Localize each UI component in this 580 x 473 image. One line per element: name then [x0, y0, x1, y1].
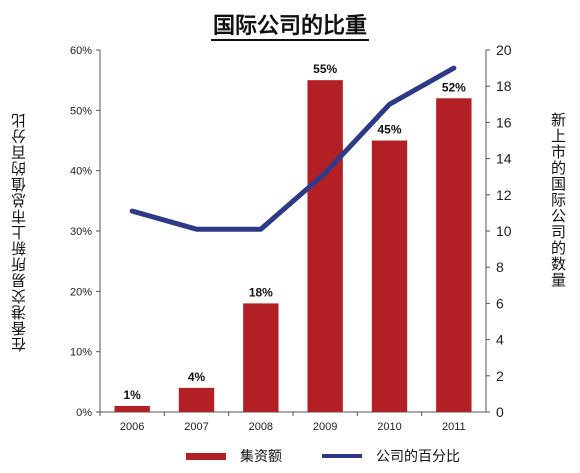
- bar-2009: [307, 80, 343, 413]
- x-tick-label: 2010: [377, 421, 401, 433]
- legend-swatch-bar: [186, 452, 226, 460]
- bar-2010: [371, 140, 408, 412]
- x-tick-label: 2011: [442, 421, 466, 433]
- legend: 集资额 公司的百分比: [0, 446, 580, 466]
- line-series-path: [129, 65, 457, 232]
- left-tick-label: 30%: [70, 226, 92, 238]
- bar-value-label: 52%: [442, 80, 466, 94]
- line-point-2006: [130, 209, 135, 214]
- right-tick-label: 10: [496, 223, 512, 239]
- bar-value-label: 4%: [188, 370, 206, 384]
- line-point-2010: [387, 102, 392, 107]
- bar-value-label: 1%: [123, 388, 141, 402]
- line-point-2009: [323, 171, 328, 176]
- chart-title-text: 国际公司的比重: [210, 13, 369, 41]
- right-tick-label: 18: [496, 78, 512, 94]
- left-tick-label: 40%: [70, 166, 92, 178]
- right-tick-label: 6: [496, 295, 504, 311]
- right-tick-label: 12: [496, 187, 512, 203]
- chart-title: 国际公司的比重: [0, 8, 580, 41]
- x-tick-label: 2008: [249, 421, 273, 433]
- left-tick-label: 50%: [70, 105, 92, 117]
- right-tick-label: 20: [496, 42, 512, 58]
- bar-value-label: 55%: [313, 62, 337, 76]
- right-axis-label: 新上市的国际公司的数量: [549, 112, 567, 288]
- bar-2011: [436, 98, 472, 413]
- left-tick-label: 0%: [76, 407, 92, 419]
- legend-label-line: 公司的百分比: [376, 449, 460, 465]
- legend-label-bar: 集资额: [240, 449, 282, 465]
- right-tick-label: 4: [496, 332, 504, 348]
- right-tick-label: 14: [496, 151, 512, 167]
- bar-value-label: 18%: [249, 285, 273, 299]
- left-tick-label: 20%: [70, 286, 92, 298]
- line-point-2008: [258, 227, 263, 232]
- left-tick-label: 60%: [70, 45, 92, 57]
- line-point-2007: [194, 227, 199, 232]
- bar-2008: [243, 303, 279, 412]
- bar-2007: [178, 387, 215, 412]
- right-tick-label: 2: [496, 368, 504, 384]
- bar-2006: [114, 405, 150, 412]
- line-point-2011: [451, 66, 456, 71]
- right-tick-label: 0: [496, 404, 504, 420]
- x-tick-label: 2007: [184, 421, 208, 433]
- x-tick-label: 2006: [120, 421, 144, 433]
- bar-value-label: 45%: [377, 123, 401, 137]
- legend-item-line: 公司的百分比: [322, 446, 460, 466]
- left-tick-label: 10%: [70, 347, 92, 359]
- legend-swatch-line: [322, 454, 362, 458]
- right-tick-label: 16: [496, 114, 512, 130]
- legend-item-bar: 集资额: [186, 446, 282, 466]
- x-tick-label: 2009: [313, 421, 337, 433]
- right-tick-label: 8: [496, 259, 504, 275]
